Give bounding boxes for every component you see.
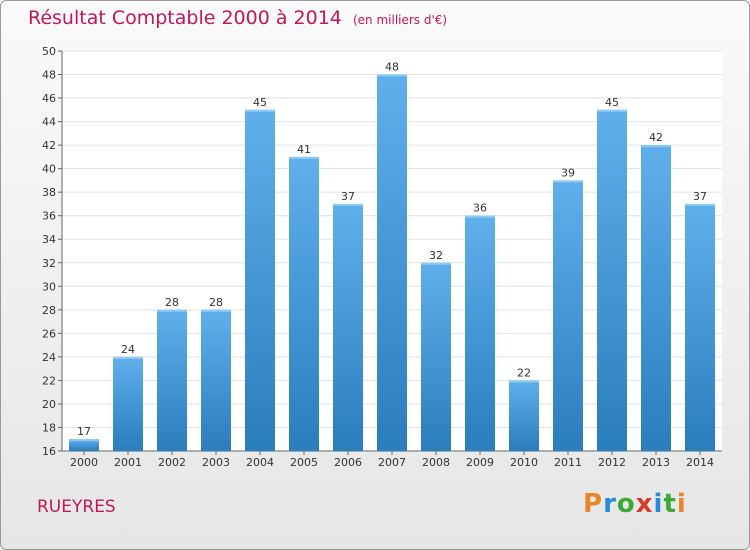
bar [289, 156, 319, 451]
x-tick-label: 2006 [334, 456, 362, 469]
y-tick-label: 34 [42, 233, 56, 246]
y-tick-label: 38 [42, 186, 56, 199]
logo-letter: P [583, 489, 604, 519]
bar-highlight [509, 380, 539, 383]
bar-value-label: 17 [77, 425, 91, 438]
bar-highlight [69, 439, 99, 442]
bar-value-label: 22 [517, 366, 531, 379]
y-tick-label: 30 [42, 280, 56, 293]
y-tick-label: 16 [42, 445, 56, 458]
chart-subtitle: (en milliers d'€) [352, 13, 448, 27]
bar [641, 145, 671, 451]
y-tick-label: 46 [42, 92, 56, 105]
bar-highlight [597, 109, 627, 112]
bar-highlight [113, 356, 143, 359]
bar [377, 74, 407, 451]
bar-value-label: 41 [297, 143, 311, 156]
x-tick-label: 2004 [246, 456, 274, 469]
bar [157, 309, 187, 451]
bar [333, 203, 363, 451]
bar-value-label: 48 [385, 61, 399, 74]
y-tick-label: 24 [42, 351, 56, 364]
bar-highlight [157, 309, 187, 312]
bar-highlight [289, 156, 319, 159]
y-tick-label: 26 [42, 327, 56, 340]
bar-value-label: 28 [209, 296, 223, 309]
bar-highlight [377, 74, 407, 77]
logo-letter: i [676, 489, 687, 519]
bar-highlight [421, 262, 451, 265]
x-tick-label: 2011 [554, 456, 582, 469]
y-tick-label: 20 [42, 398, 56, 411]
bar [245, 109, 275, 451]
logo-letter: i [653, 489, 664, 519]
bar [421, 262, 451, 451]
bar-value-label: 37 [693, 190, 707, 203]
bar [465, 215, 495, 451]
bar [509, 380, 539, 451]
x-tick-label: 2005 [290, 456, 318, 469]
bar [113, 356, 143, 451]
y-tick-label: 22 [42, 374, 56, 387]
x-tick-label: 2013 [642, 456, 670, 469]
x-tick-label: 2000 [70, 456, 98, 469]
bar-value-label: 37 [341, 190, 355, 203]
y-tick-label: 18 [42, 421, 56, 434]
x-tick-label: 2009 [466, 456, 494, 469]
bar-highlight [465, 215, 495, 218]
y-tick-label: 42 [42, 139, 56, 152]
y-tick-label: 44 [42, 116, 56, 129]
x-tick-label: 2008 [422, 456, 450, 469]
bar-value-label: 36 [473, 202, 487, 215]
bar-highlight [685, 203, 715, 206]
y-tick-label: 48 [42, 69, 56, 82]
chart-title-main: Résultat Comptable 2000 à 2014 [28, 7, 342, 29]
chart-title: Résultat Comptable 2000 à 2014 (en milli… [28, 7, 447, 29]
bar [685, 203, 715, 451]
y-tick-label: 28 [42, 304, 56, 317]
bar [597, 109, 627, 451]
bar [201, 309, 231, 451]
x-tick-label: 2001 [114, 456, 142, 469]
bar [553, 180, 583, 452]
y-tick-label: 50 [42, 45, 56, 58]
bar-value-label: 42 [649, 131, 663, 144]
x-tick-label: 2014 [686, 456, 714, 469]
x-tick-label: 2010 [510, 456, 538, 469]
bar-value-label: 28 [165, 296, 179, 309]
x-tick-label: 2012 [598, 456, 626, 469]
bar-highlight [333, 203, 363, 206]
x-tick-label: 2002 [158, 456, 186, 469]
y-tick-label: 40 [42, 163, 56, 176]
logo-letter: r [603, 489, 617, 519]
x-tick-label: 2007 [378, 456, 406, 469]
y-tick-label: 36 [42, 210, 56, 223]
bar-highlight [553, 180, 583, 183]
logo-letter: o [616, 489, 636, 519]
bar-highlight [245, 109, 275, 112]
bar-value-label: 32 [429, 249, 443, 262]
bar-highlight [641, 145, 671, 148]
bar [69, 439, 99, 451]
y-tick-label: 32 [42, 257, 56, 270]
logo-letter: x [635, 489, 654, 519]
bar-value-label: 39 [561, 166, 575, 179]
proxiti-logo: Proxiti [583, 489, 687, 519]
town-name: RUEYRES [37, 497, 116, 517]
bar-value-label: 24 [121, 343, 135, 356]
x-tick-label: 2003 [202, 456, 230, 469]
bar-value-label: 45 [253, 96, 267, 109]
bar-highlight [201, 309, 231, 312]
bar-value-label: 45 [605, 96, 619, 109]
logo-letter: t [663, 489, 677, 519]
